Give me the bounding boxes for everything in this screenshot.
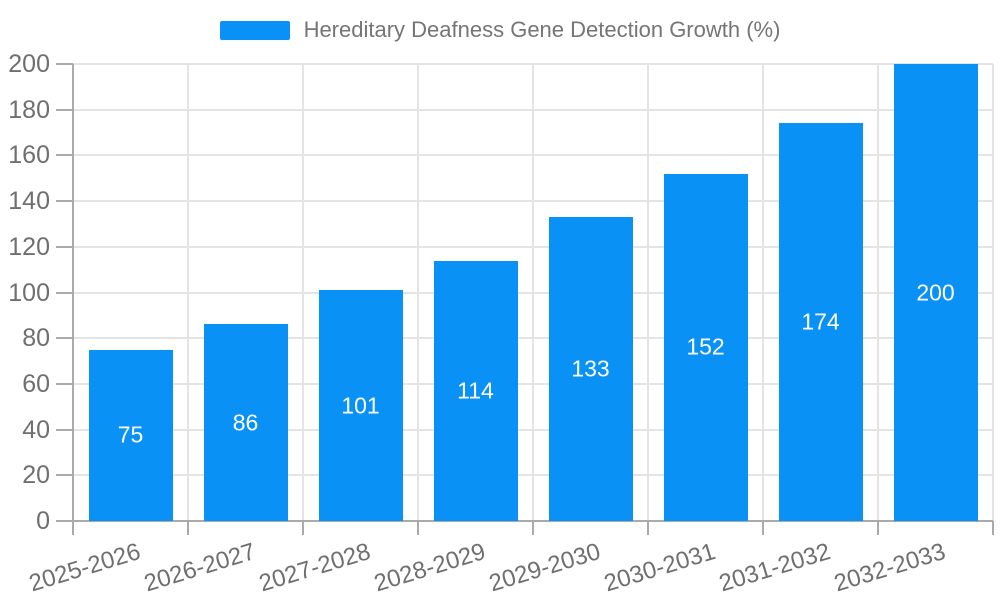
bar-2027-2028[interactable]: [318, 290, 403, 521]
x-axis-line: [73, 520, 993, 522]
x-axis-label: 2030-2031: [600, 538, 719, 598]
y-tick: [56, 382, 73, 385]
y-tick: [56, 474, 73, 477]
x-axis-label: 2025-2026: [25, 538, 144, 598]
bar-2025-2026[interactable]: [88, 349, 173, 521]
bar-2026-2027[interactable]: [203, 324, 288, 521]
y-axis-label: 140: [8, 187, 50, 216]
bar-value-label: 86: [232, 409, 259, 436]
x-tick: [992, 521, 994, 535]
x-axis-label: 2028-2029: [370, 538, 489, 598]
legend-title-label[interactable]: Hereditary Deafness Gene Detection Growt…: [303, 17, 781, 42]
bar-value-label: 101: [341, 392, 380, 419]
v-gridline: [417, 64, 419, 521]
x-tick: [877, 521, 879, 535]
legend-swatch[interactable]: [219, 20, 290, 40]
bar-2028-2029[interactable]: [433, 260, 518, 521]
y-axis-label: 60: [22, 369, 50, 398]
bar-value-label: 174: [801, 308, 840, 335]
bar-value-label: 114: [457, 377, 494, 404]
y-axis-label: 40: [22, 415, 50, 444]
y-tick: [56, 291, 73, 294]
v-gridline: [187, 64, 189, 521]
y-tick: [56, 200, 73, 203]
x-tick: [647, 521, 649, 535]
y-tick: [56, 245, 73, 248]
y-axis-label: 80: [22, 324, 50, 353]
bar-2031-2032[interactable]: [778, 123, 863, 521]
y-tick: [56, 63, 73, 65]
v-gridline: [877, 64, 879, 521]
y-axis-label: 0: [36, 507, 50, 535]
y-tick: [56, 337, 73, 340]
x-axis-label: 2027-2028: [255, 538, 374, 598]
chart-legend[interactable]: Hereditary Deafness Gene Detection Growt…: [0, 17, 1000, 43]
v-gridline: [762, 64, 764, 521]
bar-2032-2033[interactable]: [893, 64, 978, 521]
y-tick: [56, 108, 73, 111]
y-axis-line: [72, 64, 74, 535]
x-tick: [762, 521, 764, 535]
y-axis-label: 20: [22, 461, 50, 490]
y-axis-label: 160: [8, 141, 50, 170]
x-tick: [417, 521, 419, 535]
x-axis-label: 2026-2027: [140, 538, 259, 598]
y-tick: [56, 154, 73, 157]
x-axis-label: 2029-2030: [485, 538, 604, 598]
x-axis-label: 2031-2032: [715, 538, 834, 598]
v-gridline: [302, 64, 304, 521]
y-axis-label: 120: [8, 232, 50, 261]
x-tick: [532, 521, 534, 535]
x-tick: [187, 521, 189, 535]
bar-value-label: 133: [571, 355, 610, 382]
bar-value-label: 200: [916, 279, 955, 305]
y-axis-label: 100: [8, 278, 50, 307]
y-tick: [56, 428, 73, 431]
v-gridline: [992, 64, 994, 521]
x-tick: [302, 521, 304, 535]
y-axis-label: 200: [8, 50, 50, 78]
v-gridline: [532, 64, 534, 521]
bar-value-label: 152: [686, 333, 725, 360]
bar-value-label: 75: [117, 421, 144, 448]
v-gridline: [647, 64, 649, 521]
x-axis-label: 2032-2033: [830, 538, 949, 598]
y-tick: [56, 520, 73, 522]
y-axis-label: 180: [8, 95, 50, 124]
bar-2029-2030[interactable]: [548, 217, 633, 521]
bar-2030-2031[interactable]: [663, 173, 748, 521]
